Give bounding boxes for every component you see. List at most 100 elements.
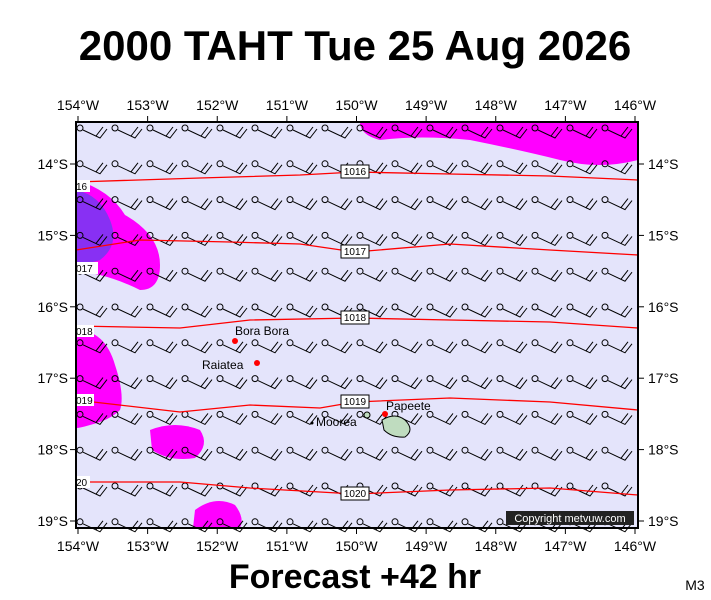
barb-station (531, 160, 539, 168)
barb-station (181, 231, 189, 239)
place-label: Moorea (316, 415, 357, 429)
barb-station (601, 410, 609, 418)
wind-barb (251, 160, 283, 175)
barb-station (216, 196, 224, 204)
wind-barb (391, 446, 423, 461)
barb-shaft (537, 377, 563, 390)
wind-barb (391, 231, 423, 247)
barb-station (356, 196, 364, 204)
barb-shaft (537, 162, 563, 175)
lat-label: 16°S (37, 299, 68, 315)
barb-shaft (82, 269, 108, 282)
wind-barb (566, 124, 598, 139)
wind-barb (496, 446, 528, 461)
barb-station (286, 124, 294, 132)
islands (232, 338, 411, 438)
barb-shaft (292, 413, 318, 426)
barb-shaft (467, 341, 493, 354)
wind-barb (461, 375, 493, 390)
barb-shaft (397, 377, 423, 390)
barb-station (216, 160, 224, 168)
isobar-label: 1019 (344, 397, 367, 408)
barb-station (531, 375, 539, 383)
barb-station (566, 375, 574, 383)
barb-station (181, 446, 189, 454)
wind-barb (391, 482, 423, 497)
wind-barb (146, 518, 178, 533)
barb-station (111, 124, 119, 132)
wind-barb (531, 267, 563, 282)
isobar-label: 1017 (344, 247, 367, 258)
barb-station (391, 160, 399, 168)
barb-shaft (187, 305, 213, 318)
barb-shaft (117, 341, 143, 354)
wind-barb (531, 231, 563, 247)
barb-shaft (607, 269, 633, 282)
barb-station (601, 375, 609, 383)
barb-station (146, 124, 154, 132)
wind-barbs (76, 124, 633, 533)
barb-shaft (292, 377, 318, 390)
barb-shaft (82, 341, 108, 354)
barb-shaft (82, 126, 108, 139)
barb-station (601, 339, 609, 347)
barb-station (566, 160, 574, 168)
wind-barb (496, 410, 528, 426)
barb-shaft (152, 305, 178, 318)
wind-barb (111, 267, 143, 282)
barb-station (146, 518, 154, 526)
barb-station (181, 160, 189, 168)
wind-barb (426, 231, 458, 247)
barb-station (321, 410, 329, 418)
wind-barb (216, 410, 248, 426)
barb-station (531, 303, 539, 311)
barb-shaft (537, 305, 563, 318)
wind-barb (216, 196, 248, 211)
barb-shaft (117, 126, 143, 139)
barb-shaft (187, 269, 213, 282)
rain-heavy (76, 190, 114, 264)
barb-shaft (257, 269, 283, 282)
barb-station (496, 303, 504, 311)
barb-station (146, 231, 154, 239)
wind-barb (111, 303, 143, 318)
barb-station (111, 482, 119, 490)
barb-station (181, 267, 189, 275)
wind-barb (146, 410, 178, 426)
barb-station (251, 267, 259, 275)
barb-station (111, 518, 119, 526)
wind-barb (461, 267, 493, 282)
wind-barb (251, 303, 283, 318)
barb-shaft (187, 162, 213, 175)
barb-shaft (502, 305, 528, 318)
title: 2000 TAHT Tue 25 Aug 2026 (79, 22, 631, 69)
barb-station (321, 518, 329, 526)
isobar-labels: 1016 1017 1018 1019 1020 16 017 018 019 … (74, 164, 370, 501)
barb-station (356, 339, 364, 347)
barb-station (496, 160, 504, 168)
barb-shaft (327, 448, 353, 461)
barb-station (251, 446, 259, 454)
barb-station (146, 375, 154, 383)
barb-station (356, 124, 364, 132)
barb-shaft (327, 413, 353, 426)
barb-shaft (82, 162, 108, 175)
barb-station (356, 410, 364, 418)
barb-station (181, 518, 189, 526)
lon-label: 153°W (127, 538, 170, 554)
barb-shaft (467, 198, 493, 211)
barb-shaft (502, 198, 528, 211)
barb-station (566, 231, 574, 239)
lon-label: 151°W (266, 538, 309, 554)
barb-station (216, 267, 224, 275)
barb-shaft (362, 269, 388, 282)
wind-barb (601, 231, 633, 247)
barb-station (496, 267, 504, 275)
lat-label: 19°S (648, 513, 679, 529)
barb-shaft (502, 341, 528, 354)
barb-station (531, 124, 539, 132)
barb-station (216, 231, 224, 239)
wind-barb (286, 303, 318, 318)
barb-station (286, 267, 294, 275)
barb-shaft (397, 448, 423, 461)
